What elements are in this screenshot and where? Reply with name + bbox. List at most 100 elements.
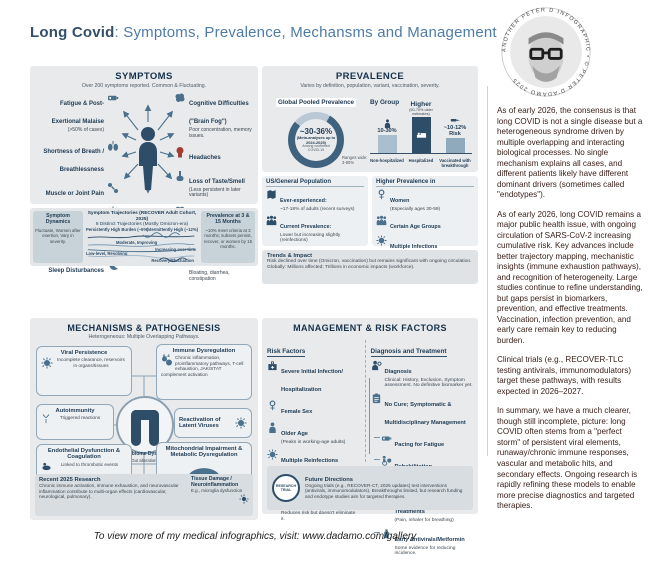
virus-cluster-icon: [267, 449, 278, 460]
stat-title: Certain Age Groups: [390, 223, 441, 230]
glasses-icon: [529, 47, 563, 60]
symptom-title: Shortness of Breath / Breathlessness: [43, 148, 104, 173]
trajectory-chart: Symptom Trajectories (RECOVER Adult Coho…: [86, 211, 198, 263]
bar-value: ~10-12% Risk: [443, 124, 467, 137]
family-icon: [376, 215, 387, 226]
stat-note: ~17-18% of adults (recent surveys): [280, 207, 355, 212]
footer-gallery-link: To view more of my medical infographics,…: [93, 531, 417, 542]
global-pooled-prevalence: Global Pooled Prevalence ~30-36% (Meta-a…: [266, 91, 367, 168]
walking-person-icon: [383, 119, 392, 128]
symptom-note: (>50% of cases): [67, 127, 104, 133]
ever-experienced-row: Ever-experienced: ~17-18% of adults (rece…: [266, 189, 364, 213]
tissue-note: E.g., microglia dysfunction: [191, 488, 243, 494]
trajectory-label: Increasing over time: [155, 246, 196, 252]
symptom-title: Cognitive Difficulties ("Brain Fog"): [189, 101, 249, 125]
by-group-bar-chart: By Group 10-30% Higher (50-70% older est…: [370, 91, 474, 168]
women-row: Women (Especially ages 30-59): [376, 189, 474, 213]
mechanism-note: Chronic inflammation, proinflammatory pa…: [161, 355, 244, 377]
us-general-population-box: US/General Population Ever-experienced: ~…: [262, 176, 368, 246]
battery-pacing-icon: [381, 433, 392, 444]
stat-title: Current Prevalence:: [280, 223, 332, 230]
current-prevalence-row: Current Prevalence: Lower but increasing …: [266, 215, 364, 244]
future-directions-title: Future Directions: [305, 476, 353, 483]
prevalence-panel: PREVALENCE Varies by definition, populat…: [262, 66, 478, 172]
bar-label: Vaccinated with breakthrough: [439, 158, 471, 168]
symptom-note: Poor concentration, memory issues.: [189, 127, 252, 139]
person-icon: [139, 127, 157, 190]
symptoms-panel: SYMPTOMS Over 200 symptoms reported. Com…: [30, 66, 258, 281]
older-person-icon: [267, 422, 278, 433]
symptom-title: Muscle or Joint Pain: [45, 190, 104, 197]
mechanism-title: Microbiome Dysbiosis: [118, 451, 172, 457]
hospital-bed-icon: [416, 129, 427, 140]
stat-title: Women: [390, 198, 410, 204]
dx-note: Clinical: History, Exclusion, Symptom as…: [384, 378, 473, 389]
mechanism-note: Triggered reactions: [59, 415, 101, 421]
female-sign-icon: [376, 189, 387, 200]
symptom-breathlessness: Shortness of Breath / Breathlessness: [35, 140, 119, 176]
tissue-title: Tissue Damage / Neuroinflammation: [191, 476, 239, 488]
symptoms-header: SYMPTOMS: [115, 71, 173, 82]
tissue-damage-box: Tissue Damage / Neuroinflammation E.g., …: [191, 476, 249, 513]
risk-title: Severe Initial Infection/ Hospitalizatio…: [281, 369, 343, 393]
prevalence-3-15-title: Prevalence at 3 & 15 Months: [206, 213, 250, 225]
risk-note: (Peaks in working-age adults): [281, 440, 346, 445]
symptom-dynamics-note: Fluctuate, Worsen after exertion, Vary i…: [35, 227, 81, 244]
crowd-icon: [266, 215, 277, 226]
recent-research-box: Recent 2025 Research Chronic immune acti…: [39, 477, 187, 513]
research-title: Recent 2025 Research: [39, 477, 101, 483]
trajectory-lines-area: Persistently High Burden (~5%) Intermitt…: [86, 226, 198, 264]
mechanisms-subtitle: Heterogeneous: Multiple Overlapping Path…: [88, 334, 200, 340]
syringe-shield-icon: [450, 115, 460, 125]
risk-title: Older Age: [281, 431, 308, 437]
trajectories-subtitle: 8 Distinct Trajectories (Mostly Omicron-…: [95, 222, 189, 228]
trajectory-label: Intermittently High (~12%): [146, 226, 198, 232]
bar: [411, 117, 431, 153]
risk-title: Female Sex: [281, 409, 313, 415]
trajectory-label: Moderate, Improving: [116, 239, 158, 245]
symptom-title: Headaches: [189, 154, 221, 161]
trajectory-lines-svg: [87, 231, 195, 262]
risk-note: Reduces risk but doesn't eliminate it.: [281, 511, 356, 522]
sidebar-paragraph: As of early 2026, the consensus is that …: [497, 106, 643, 200]
dx-antivirals: Early Antivirals/Metformin Some evidence …: [373, 528, 473, 557]
symptom-trajectories-panel: Symptom Dynamics Fluctuate, Worsen after…: [30, 208, 258, 266]
research-note: Chronic immune activation, immune exhaus…: [39, 483, 179, 500]
sidebar-paragraph: As of early 2026, long COVID remains a m…: [497, 209, 643, 345]
sidebar-commentary: As of early 2026, the consensus is that …: [497, 106, 645, 521]
bar: [377, 135, 397, 153]
beard: [532, 65, 560, 82]
trends-line1: Risk declined over time (Omicron, vaccin…: [267, 259, 472, 264]
viral-persistence-box: Viral Persistence Incomplete clearance, …: [36, 346, 132, 396]
dx-note: Some evidence for reducing incidence.: [394, 545, 456, 557]
prevalence-donut-chart: ~30-36% (Meta-analyses up to 2024-2025) …: [288, 112, 344, 168]
stat-title: Ever-experienced:: [280, 198, 327, 204]
prevalence-detail-boxes: US/General Population Ever-experienced: ~…: [262, 176, 478, 263]
brain-icon: [174, 92, 186, 104]
trends-line2: Globally: Millions affected; Trillions i…: [267, 265, 415, 271]
dx-diagnosis: Diagnosis Clinical: History, Exclusion, S…: [371, 360, 473, 389]
dx-pacing: Pacing for Fatigue: [373, 433, 473, 451]
battery-low-icon: [107, 92, 119, 104]
il6-label: IL-6: [163, 354, 170, 358]
symptom-fatigue: Fatigue & Post-Exertional Malaise (>50% o…: [35, 92, 119, 134]
risk-severe-infection: Severe Initial Infection/ Hospitalizatio…: [267, 360, 359, 396]
hair: [528, 32, 564, 45]
diagnosis-treatment-column: Diagnosis and Treatment Diagnosis Clinica…: [364, 340, 473, 556]
trajectories-title: Symptom Trajectories (RECOVER Adult Coho…: [87, 211, 197, 222]
virus-cluster-icon: [376, 235, 387, 246]
mechanism-note: Linked to thrombotic events: [60, 461, 119, 467]
trajectory-label: Low-level, Resolving: [86, 250, 128, 256]
higher-prevalence-box: Higher Prevalence in Women (Especially ag…: [372, 176, 478, 263]
symptom-title: Sleep Disturbances: [48, 268, 104, 275]
sidebar-paragraph: In summary, we have a much clearer, thou…: [497, 406, 638, 511]
mechanism-note: Gut alterations: [131, 457, 159, 463]
stat-note: Lower but increasing slightly (reinfecti…: [280, 232, 341, 244]
sidebar-paragraph: Clinical trials (e.g., RECOVER-TLC testi…: [497, 355, 632, 396]
symptom-title: Loss of Taste/Smell: [189, 178, 245, 185]
bar-value: Higher: [410, 100, 432, 108]
global-pooled-title: Global Pooled Prevalence: [276, 98, 356, 107]
bar-note: (50-70% older estimates): [409, 108, 433, 117]
bar-hospitalized: Higher (50-70% older estimates): [405, 101, 437, 153]
